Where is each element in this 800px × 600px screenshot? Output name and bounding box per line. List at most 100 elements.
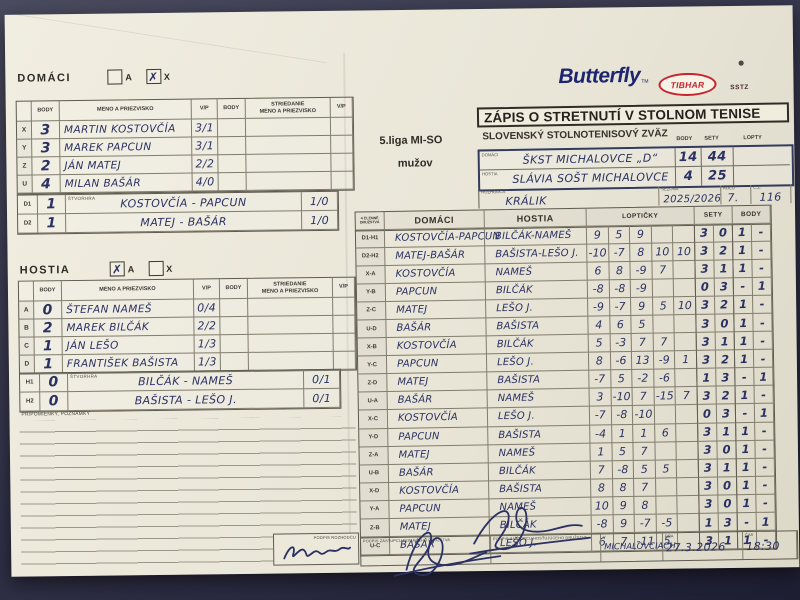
sstz-wordmark: SSTZ — [730, 83, 749, 92]
logos-row: Butterfly TM TIBHAR SSTZ — [352, 56, 791, 107]
sub-vp — [330, 117, 354, 136]
sub-name — [248, 315, 334, 335]
away-player: LEŠO J. — [486, 352, 590, 373]
set1-balls: -4 — [590, 424, 613, 444]
away-point: - — [753, 349, 774, 369]
set2-balls: 5 — [612, 442, 634, 462]
match-code: X-D — [360, 482, 390, 502]
set1-balls: -9 — [588, 298, 610, 317]
away-player: BAŠISTA — [488, 425, 591, 445]
set4-balls — [652, 279, 675, 298]
tibhar-wordmark: TIBHAR — [670, 79, 705, 90]
sub-points — [218, 172, 247, 192]
doubles-code: D1 — [17, 195, 39, 215]
time-value: 18:30 — [746, 539, 780, 554]
set4-balls — [656, 496, 679, 515]
doubles-code: H2 — [20, 392, 41, 412]
checkbox-x: X — [148, 260, 173, 277]
set1-balls: -7 — [589, 406, 612, 426]
home-point: 1 — [733, 350, 755, 369]
set3-balls: 8 — [630, 243, 653, 262]
home-point: 1 — [736, 494, 757, 514]
away-point: 1 — [754, 367, 774, 387]
set4-balls: -15 — [654, 387, 677, 407]
set1-balls: -7 — [589, 370, 612, 390]
home-player: KOSTOVČÍA-PAPCUN — [384, 227, 500, 248]
home-player: KOSTOVČÍA — [387, 408, 489, 429]
away-player: BAŠISTA — [487, 370, 590, 391]
set4-balls: -5 — [656, 514, 679, 533]
set5-balls — [677, 477, 700, 497]
home-player: PAPCUN — [388, 426, 489, 447]
checkbox-x-label: X — [166, 263, 173, 274]
set2-balls: -8 — [609, 279, 632, 299]
col-header-body2: BODY — [217, 98, 246, 120]
col-header-vp: V/P — [193, 279, 221, 300]
set2-balls: -3 — [610, 334, 633, 353]
home-sets: 1 — [698, 513, 719, 532]
match-code: Z-B — [360, 518, 390, 538]
away-sets: 1 — [715, 332, 735, 351]
set1-balls: -8 — [587, 280, 610, 299]
home-point: 1 — [732, 295, 754, 315]
player-points: 0 — [34, 301, 63, 320]
away-sets: 0 — [713, 223, 734, 243]
paper-fold — [16, 10, 328, 67]
hostia-roster-table: BODY MENO A PRIEZVISKO V/P BODY STRIEDAN… — [17, 276, 357, 375]
home-point: 1 — [732, 259, 753, 279]
set5-balls: 10 — [674, 296, 697, 316]
round-value: 7. — [727, 191, 739, 205]
home-point: 1 — [733, 313, 754, 333]
referee-cell: ROZHODCA KRÁLIK — [479, 186, 660, 209]
body-col-label: BODY — [676, 135, 693, 143]
away-sets: 3 — [718, 513, 738, 532]
home-sets: 3 — [697, 477, 719, 496]
away-sets: 2 — [714, 241, 734, 261]
striedanie-line2: MENO A PRIEZVISKO — [261, 287, 319, 295]
checkbox-a-mark: ✗ — [111, 261, 123, 277]
stvorhra-label: ŠTVORHRA — [69, 373, 98, 380]
player-vp: 2/2 — [192, 155, 219, 174]
set2-balls: 8 — [612, 478, 635, 498]
away-point: - — [752, 241, 772, 260]
referee-signature — [283, 546, 352, 560]
set2-balls: 5 — [608, 225, 631, 244]
home-sets: 3 — [696, 386, 717, 406]
player-points: 1 — [34, 355, 63, 374]
butterfly-wordmark: Butterfly — [558, 63, 641, 89]
match-code: Y-D — [359, 428, 389, 448]
season-cell: SEZÓNA 2025/2026 — [659, 185, 722, 206]
set4-balls: 7 — [652, 260, 675, 280]
player-vp: 4/0 — [192, 173, 219, 192]
away-player: NAMEŠ — [489, 497, 592, 518]
home-player: BAŠÁR — [387, 390, 488, 411]
set5-balls — [674, 278, 696, 298]
sub-points — [220, 334, 249, 354]
away-sets: 2 — [715, 350, 736, 369]
set1-balls: 10 — [591, 497, 614, 516]
sstz-logo: SSTZ — [722, 59, 757, 92]
set1-balls: 8 — [591, 479, 613, 498]
set4-balls — [653, 315, 676, 334]
away-player: NAMEŠ — [485, 262, 588, 283]
domaci-sets: 44 — [701, 147, 734, 167]
match-code: Y-B — [356, 283, 387, 303]
set4-balls — [655, 441, 678, 461]
player-points: 1 — [34, 337, 63, 356]
sub-vp — [333, 333, 356, 352]
sub-points — [217, 118, 247, 138]
away-player: NAMEŠ — [487, 389, 590, 409]
player-vp: 3/1 — [191, 119, 219, 138]
away-sets: 1 — [717, 422, 737, 442]
match-code: D2-H2 — [356, 247, 386, 267]
referee-name: KRÁLIK — [505, 194, 547, 209]
player-vp: 1/3 — [194, 353, 221, 372]
home-point: 1 — [735, 476, 757, 496]
col-header-body: BODY — [33, 281, 63, 302]
domaci-checkboxes: A ✗ X — [107, 68, 170, 85]
home-player: KOSTOVČÍA — [389, 481, 490, 501]
home-sets: 3 — [693, 224, 715, 243]
set2-balls: -7 — [609, 297, 632, 317]
season-label: SEZÓNA — [661, 186, 679, 192]
away-signature-label: PODPIS ZÁSTUPCU HOSŤUJÚCEHO DRUŽSTVA — [492, 535, 588, 542]
